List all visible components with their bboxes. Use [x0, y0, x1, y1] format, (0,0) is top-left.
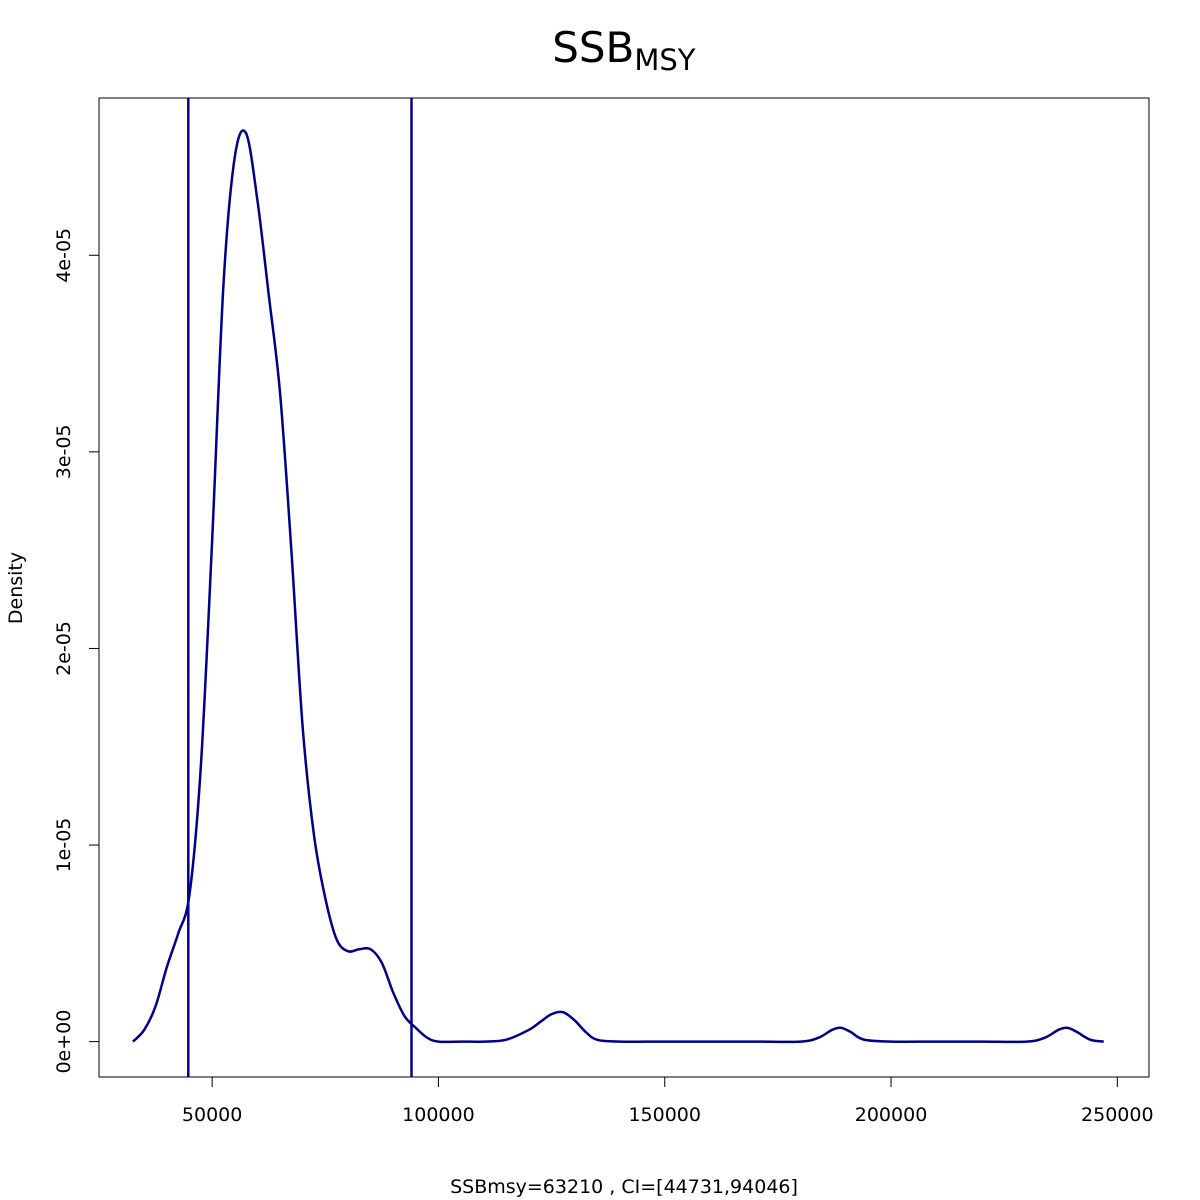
x-axis: 50000 100000 150000 200000 250000 — [182, 1076, 1154, 1126]
chart-title-main: SSB — [552, 23, 634, 72]
x-tick-label: 250000 — [1081, 1104, 1154, 1126]
x-tick-label: 100000 — [402, 1104, 475, 1126]
x-tick-label: 50000 — [182, 1104, 242, 1126]
chart-title-subscript: MSY — [634, 43, 695, 77]
y-tick-label: 1e-05 — [53, 818, 75, 873]
x-axis-label: SSBmsy=63210 , CI=[44731,94046] — [450, 1176, 798, 1198]
y-tick-label: 0e+00 — [53, 1010, 75, 1074]
series-layer — [132, 129, 1104, 1044]
chart-title: SSBMSY — [552, 23, 696, 77]
x-tick-label: 150000 — [628, 1104, 701, 1126]
y-axis: 0e+00 1e-05 2e-05 3e-05 4e-05 — [53, 228, 100, 1074]
y-tick-label: 3e-05 — [53, 424, 75, 479]
plot-frame — [98, 97, 1150, 1078]
y-tick-label: 2e-05 — [53, 621, 75, 676]
density-curve-0 — [132, 129, 1104, 1044]
y-axis-label: Density — [5, 552, 27, 624]
y-tick-label: 4e-05 — [53, 228, 75, 283]
ci-lines — [187, 98, 413, 1077]
x-tick-label: 200000 — [855, 1104, 928, 1126]
